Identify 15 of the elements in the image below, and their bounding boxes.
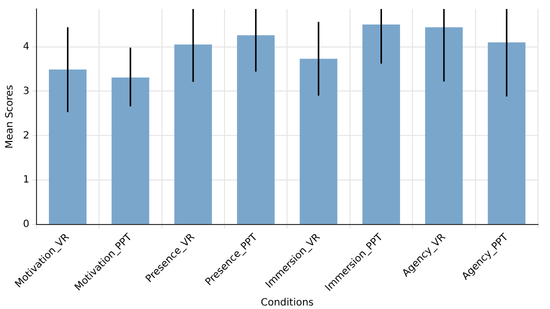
bar <box>300 58 338 224</box>
bar <box>112 77 150 224</box>
y-tick-label: 0 <box>22 219 30 230</box>
y-tick-label: 1 <box>22 174 30 186</box>
bar <box>488 42 526 224</box>
y-tick-label: 4 <box>22 41 30 52</box>
bar <box>237 35 275 224</box>
bar <box>174 44 212 224</box>
bar <box>362 24 400 224</box>
y-tick-label: 3 <box>22 86 30 97</box>
x-axis-title: Conditions <box>260 298 314 309</box>
y-axis-title: Mean Scores <box>4 84 16 149</box>
bar <box>425 27 463 224</box>
bar <box>48 69 87 224</box>
y-tick-label: 2 <box>22 130 30 142</box>
